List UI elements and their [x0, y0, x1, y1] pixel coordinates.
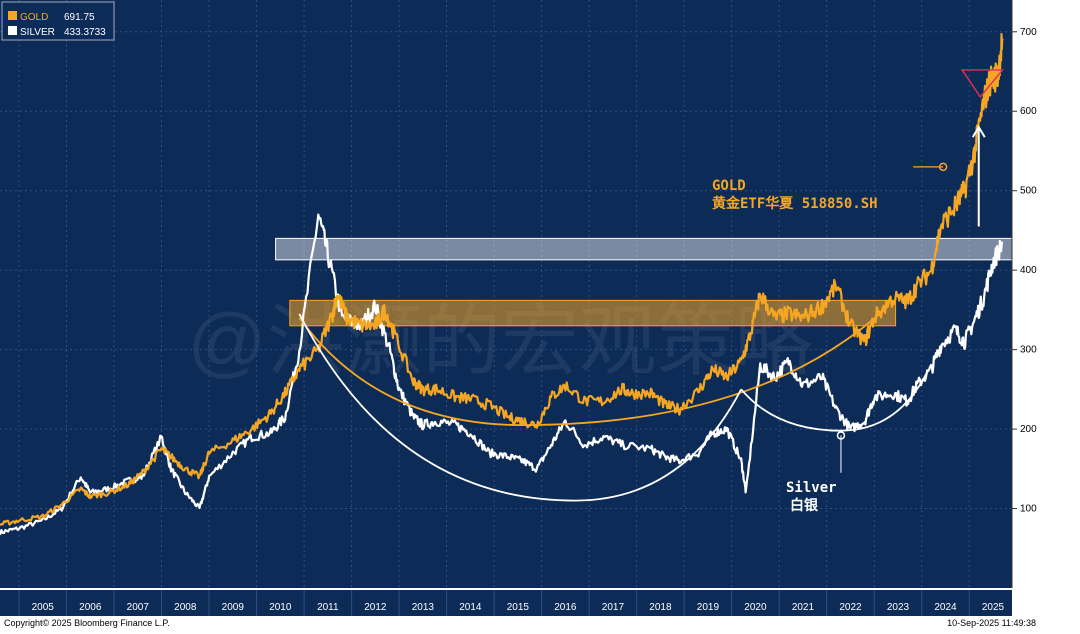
legend-box	[1, 1, 115, 41]
legend-value-silver: 433.3733	[64, 27, 106, 38]
y-tick-label-500: 500	[1020, 186, 1037, 197]
x-tick-label-2012: 2012	[364, 602, 387, 613]
x-tick-label-2017: 2017	[602, 602, 625, 613]
x-tick-label-2021: 2021	[792, 602, 815, 613]
y-tick-label-200: 200	[1020, 424, 1037, 435]
x-tick-label-2009: 2009	[222, 602, 245, 613]
x-tick-label-2023: 2023	[887, 602, 910, 613]
x-tick-label-2025: 2025	[982, 602, 1005, 613]
arrow-head-icon	[971, 125, 986, 138]
y-tick-label-100: 100	[1020, 504, 1037, 515]
white-resistance-band	[275, 237, 1013, 261]
y-tick-label-400: 400	[1020, 265, 1037, 276]
x-tick-label-2013: 2013	[412, 602, 435, 613]
x-tick-label-2005: 2005	[32, 602, 55, 613]
y-tick-label-700: 700	[1020, 27, 1037, 38]
gold-annotation-subtitle: 黄金ETF华夏 518850.SH	[712, 195, 878, 212]
legend: GOLD 691.75 SILVER 433.3733	[1, 1, 115, 41]
x-tick-label-2007: 2007	[127, 602, 150, 613]
gold-marker-dot	[938, 162, 948, 172]
x-tick-label-2020: 2020	[744, 602, 767, 613]
silver-cup-curve	[298, 313, 742, 502]
x-tick-label-2011: 2011	[317, 602, 339, 613]
silver-annotation-subtitle: 白银	[790, 497, 819, 514]
right-axis-background	[1012, 0, 1080, 588]
x-tick-label-2015: 2015	[507, 602, 530, 613]
x-axis-ticks: 2005 2006 2007 2008 2009 2010 2011 2012 2013 2014…	[18, 590, 1005, 616]
gold-cup-curve	[298, 305, 890, 427]
x-tick-label-2018: 2018	[649, 602, 672, 613]
x-tick-label-2016: 2016	[554, 602, 577, 613]
legend-swatch-silver	[8, 26, 17, 35]
series-line-gold	[0, 32, 1004, 526]
grid-lines	[0, 0, 1012, 588]
x-tick-label-2024: 2024	[934, 602, 957, 613]
x-tick-label-2010: 2010	[269, 602, 292, 613]
silver-annotation-label: Silver	[786, 480, 837, 496]
series-layer	[0, 32, 1004, 536]
triangle-pattern	[960, 69, 1004, 99]
highlight-bands	[275, 237, 1013, 327]
legend-label-silver: SILVER	[20, 27, 55, 38]
plot-area	[0, 0, 1012, 588]
x-axis-strip	[0, 590, 1012, 616]
series-line-silver	[0, 213, 1004, 536]
legend-swatch-gold	[8, 11, 17, 20]
silver-marker-dot	[836, 431, 846, 440]
y-axis-ticks: 100 200 300 400 500 600 700	[1011, 0, 1037, 588]
copyright-text: Copyright© 2025 Bloomberg Finance L.P.	[4, 618, 170, 628]
x-tick-label-2008: 2008	[174, 602, 197, 613]
y-tick-label-300: 300	[1020, 345, 1037, 356]
gold-annotation-label: GOLD	[712, 178, 746, 194]
x-tick-label-2014: 2014	[459, 602, 482, 613]
x-tick-label-2022: 2022	[839, 602, 862, 613]
timestamp-text: 10-Sep-2025 11:49:38	[947, 618, 1036, 628]
y-tick-label-600: 600	[1020, 106, 1037, 117]
silver-second-cup-curve	[740, 373, 928, 432]
x-tick-label-2006: 2006	[79, 602, 102, 613]
annotation-overlays	[298, 69, 1004, 502]
legend-value-gold: 691.75	[64, 12, 95, 23]
legend-label-gold: GOLD	[20, 12, 48, 23]
x-tick-label-2019: 2019	[697, 602, 720, 613]
